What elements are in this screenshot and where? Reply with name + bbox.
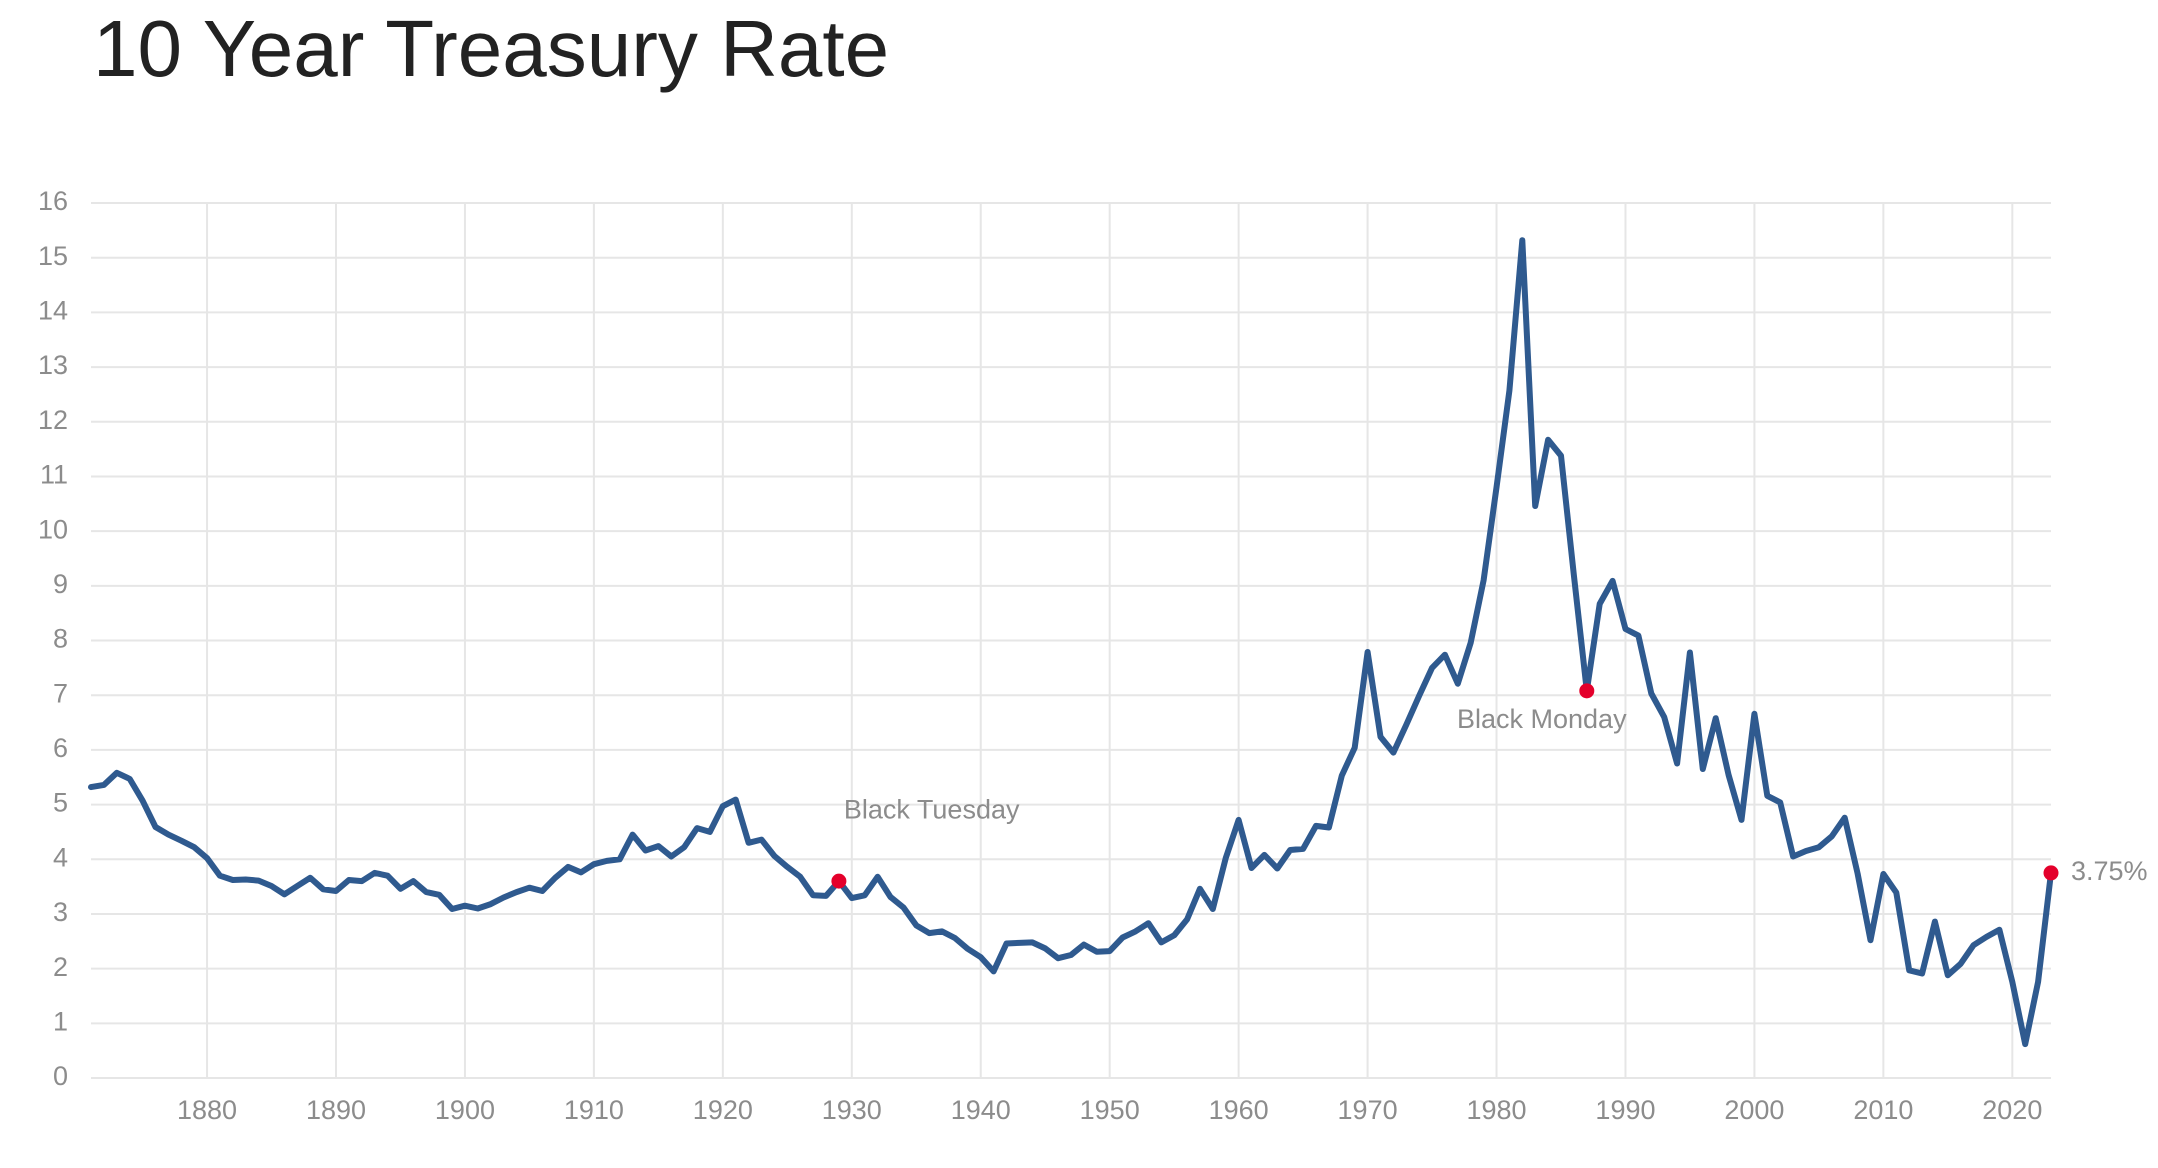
y-tick-label: 12 [38,405,68,435]
y-tick-label: 11 [40,460,68,490]
x-tick-label: 1930 [822,1095,882,1125]
y-tick-label: 13 [38,350,68,380]
chart-title: 10 Year Treasury Rate [93,4,889,93]
line [88,237,2054,1048]
annotation-marker [831,873,847,889]
annotation-label: Black Monday [1457,704,1627,734]
x-tick-label: 2010 [1853,1095,1913,1125]
y-tick-label: 15 [38,241,68,271]
x-tick-label: 1940 [951,1095,1011,1125]
y-tick-label: 3 [53,897,68,927]
y-tick-label: 16 [38,186,68,216]
annotation-label: 3.75% [2071,856,2148,886]
y-tick-label: 4 [53,842,68,872]
annotation-label: Black Tuesday [844,794,1020,824]
y-tick-label: 10 [38,514,68,544]
x-tick-label: 1950 [1080,1095,1140,1125]
y-tick-label: 5 [53,788,68,818]
y-tick-label: 2 [53,952,68,982]
x-tick-label: 1920 [693,1095,753,1125]
y-tick-label: 9 [53,569,68,599]
y-tick-label: 0 [53,1061,68,1091]
y-tick-label: 7 [53,678,68,708]
x-tick-label: 2020 [1982,1095,2042,1125]
x-tick-label: 1990 [1595,1095,1655,1125]
x-tick-label: 1880 [177,1095,237,1125]
x-tick-label: 1980 [1466,1095,1526,1125]
y-tick-label: 1 [53,1006,68,1036]
x-tick-label: 1890 [306,1095,366,1125]
y-tick-label: 14 [38,296,68,326]
y-tick-label: 6 [53,733,68,763]
x-tick-label: 2000 [1724,1095,1784,1125]
y-tick-label: 8 [53,624,68,654]
x-tick-label: 1960 [1209,1095,1269,1125]
x-tick-label: 1970 [1338,1095,1398,1125]
x-tick-label: 1900 [435,1095,495,1125]
annotation-marker [2043,865,2059,881]
x-tick-label: 1910 [564,1095,624,1125]
annotation-marker [1579,683,1595,699]
